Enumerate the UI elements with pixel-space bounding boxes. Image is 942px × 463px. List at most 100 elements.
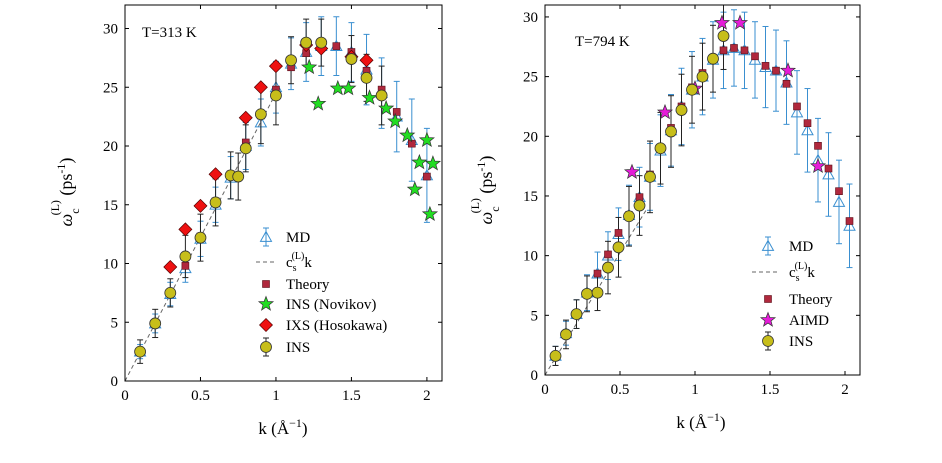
md-point xyxy=(822,167,835,180)
legend-aimd-marker xyxy=(759,311,777,327)
y-tick-label: 15 xyxy=(523,189,538,205)
ins-point xyxy=(717,30,730,42)
aimd-point xyxy=(809,157,827,174)
ins-point xyxy=(315,36,328,49)
legend-theory-label: Theory xyxy=(286,277,330,293)
x-tick-label: 0.5 xyxy=(611,382,630,398)
md-point xyxy=(801,123,814,136)
ins-point xyxy=(633,199,646,212)
x-tick-label: 1.5 xyxy=(342,388,361,404)
ins-point xyxy=(644,170,656,183)
ixs-hosokawa-point xyxy=(268,59,283,74)
y-tick-label: 15 xyxy=(103,198,118,214)
ins-novikov-point xyxy=(399,126,416,143)
ixs-hosokawa-point xyxy=(193,198,208,213)
theory-point xyxy=(593,269,602,278)
y-tick-label: 0 xyxy=(111,374,119,390)
ins-novikov-point xyxy=(361,89,378,105)
legend-theory-marker xyxy=(262,280,270,288)
legend-md-marker xyxy=(259,227,273,247)
legend-md-marker xyxy=(761,236,775,256)
theory-point xyxy=(782,79,791,88)
legend-ins-novikov-marker xyxy=(257,295,275,311)
theory-point xyxy=(408,139,416,148)
ins-point xyxy=(254,108,267,121)
left-y-axis-label: ωc(L) (ps-1) xyxy=(48,158,82,227)
theory-point xyxy=(824,164,833,173)
legend-theory-label: Theory xyxy=(789,292,833,308)
y-tick-label: 25 xyxy=(103,80,118,96)
x-tick-label: 0.5 xyxy=(191,388,210,404)
theory-point xyxy=(814,142,822,150)
legend-ixs-hosokawa-symbol xyxy=(259,318,273,332)
ins-point xyxy=(591,286,604,299)
ins-point xyxy=(602,261,614,274)
right-x-axis-label: k (Å−1) xyxy=(676,410,725,432)
right-temperature-annotation: T=794 K xyxy=(575,34,630,50)
md-point xyxy=(843,219,856,231)
ins-novikov-point xyxy=(340,79,357,96)
ins-point xyxy=(560,328,572,341)
ins-point xyxy=(665,125,677,138)
md-point xyxy=(790,105,804,118)
y-tick-label: 10 xyxy=(523,249,538,265)
ixs-hosokawa-point xyxy=(178,222,193,237)
theory-point xyxy=(761,62,770,70)
ins-novikov-point xyxy=(310,95,327,111)
ixs-hosokawa-point xyxy=(238,110,253,125)
theory-point xyxy=(740,46,749,55)
ins-point xyxy=(581,287,593,300)
y-tick-label: 5 xyxy=(111,315,119,331)
theory-point xyxy=(730,44,738,52)
theory-point xyxy=(719,46,728,55)
x-tick-label: 0 xyxy=(121,388,129,404)
ins-point xyxy=(675,104,688,116)
ins-point xyxy=(239,142,252,155)
ins-point xyxy=(179,250,192,263)
ins-point xyxy=(570,308,583,321)
ins-point xyxy=(134,345,146,358)
md-point xyxy=(832,195,846,207)
right-legend: MD cs(L)k Theory AIMD INS xyxy=(752,236,833,351)
ins-point xyxy=(270,89,282,102)
aimd-point xyxy=(713,14,731,30)
ins-point xyxy=(707,52,719,65)
theory-point xyxy=(423,172,431,181)
legend-ins-novikov-label: INS (Novikov) xyxy=(286,297,376,313)
ins-point xyxy=(345,53,358,65)
ins-novikov-point xyxy=(424,155,442,171)
ins-point xyxy=(654,142,667,155)
legend-md-symbol xyxy=(761,239,775,251)
ins-point xyxy=(612,241,625,254)
ins-point xyxy=(549,350,562,362)
linear-fit-line xyxy=(545,208,648,375)
y-tick-label: 0 xyxy=(531,368,539,384)
legend-aimd-label: AIMD xyxy=(789,313,829,329)
ins-point xyxy=(285,54,297,67)
theory-point xyxy=(604,250,612,259)
ins-point xyxy=(686,83,698,96)
aimd-point xyxy=(731,14,749,30)
x-tick-label: 2 xyxy=(423,388,431,404)
y-tick-label: 25 xyxy=(523,70,538,86)
theory-point xyxy=(751,52,759,61)
left-x-axis-label: k (Å−1) xyxy=(258,416,307,438)
x-tick-label: 1 xyxy=(691,382,699,398)
x-tick-label: 0 xyxy=(541,382,549,398)
legend-ins-label: INS xyxy=(286,340,310,356)
legend-ins-label: INS xyxy=(789,334,813,350)
x-tick-label: 2 xyxy=(841,382,849,398)
aimd-point xyxy=(656,103,674,120)
theory-point xyxy=(392,108,401,116)
aimd-point xyxy=(779,62,797,78)
theory-point xyxy=(803,119,812,127)
y-tick-label: 10 xyxy=(103,257,118,273)
legend-aimd-symbol xyxy=(759,311,777,327)
right-y-axis-label: ωc(L) (ps-1) xyxy=(468,156,502,225)
legend-theory-marker xyxy=(764,295,772,303)
y-tick-label: 30 xyxy=(103,22,118,38)
ins-point xyxy=(360,71,373,84)
theory-point xyxy=(835,187,843,195)
legend-ins-symbol xyxy=(260,341,272,353)
